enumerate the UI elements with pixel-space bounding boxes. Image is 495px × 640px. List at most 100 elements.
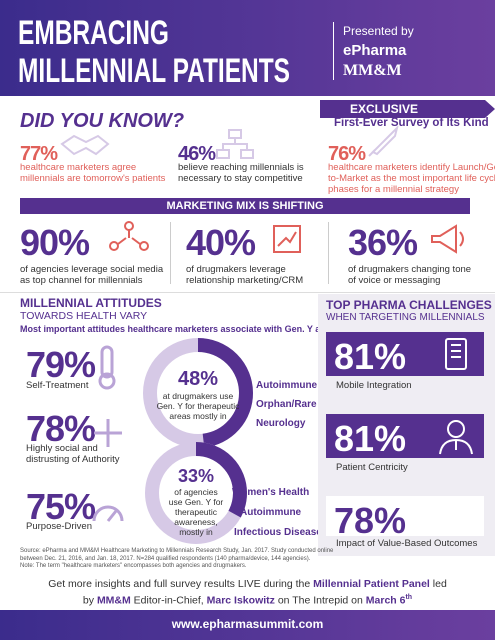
attitude-value: 78% — [26, 408, 96, 449]
attitude-icons — [92, 345, 124, 522]
rule — [0, 292, 495, 293]
section-band — [20, 198, 470, 214]
presented-by: Presented by — [343, 24, 414, 38]
stat-caption: believe reaching millennials is necessar… — [178, 162, 304, 184]
donut-line: mostly in — [179, 527, 213, 537]
footer-text: Get more insights and full survey result… — [0, 577, 495, 608]
challenge-label: Patient Centricity — [336, 462, 408, 473]
caption-line: relationship marketing/CRM — [186, 275, 304, 286]
challenge-label: Impact of Value-Based Outcomes — [336, 538, 478, 549]
icon — [109, 221, 149, 251]
donut-line: awareness, — [174, 517, 218, 527]
title-line: EMBRACING — [18, 14, 169, 52]
caption-line: distrusting of Authority — [26, 454, 120, 465]
stat-caption: healthcare marketers agree millennials a… — [20, 162, 165, 184]
donut-value: 33% — [177, 466, 215, 486]
stat-caption: of drugmakers changing tone of voice or … — [348, 264, 471, 286]
donut-line: of agencies — [174, 487, 218, 497]
sponsor: MM&M — [343, 62, 402, 79]
challenge-value: 78% — [334, 500, 407, 541]
stat-value: 77% — [20, 143, 58, 165]
stat-caption: of agencies leverage social media as top… — [20, 264, 163, 286]
stat-value: 76% — [328, 143, 366, 165]
icon — [445, 338, 467, 370]
exclusive-arrow — [320, 100, 495, 118]
exclusive-sub: First-Ever Survey of Its Kind — [334, 117, 489, 129]
attitude-label: Highly social and distrusting of Authori… — [26, 443, 119, 465]
donut-line: use Gen. Y for — [168, 497, 224, 507]
stat-value: 36% — [348, 222, 418, 263]
caption-line: believe reaching millennials is — [178, 162, 304, 173]
sponsor: ePharma — [343, 42, 407, 59]
caption-line: of drugmakers leverage — [186, 264, 286, 275]
caption-line: to-Market as the most important life cyc… — [328, 173, 495, 184]
footer-line: Get more insights and full survey result… — [0, 577, 495, 591]
footer-segment: MM&M — [96, 594, 131, 607]
header-band — [0, 0, 495, 96]
donut-line: Gen. Y for therapeutic — [156, 401, 240, 411]
section-subtitle: WHEN TARGETING MILLENNIALS — [326, 312, 485, 323]
source-line: between Dec. 21, 2016, and Jan. 18, 2017… — [20, 555, 311, 562]
caption-line: of voice or messaging — [348, 275, 441, 286]
donut-line: areas mostly in — [169, 411, 227, 421]
divider — [328, 222, 329, 284]
challenge-label: Mobile Integration — [336, 380, 412, 391]
footer-segment: Get more insights and full survey result… — [48, 578, 314, 590]
donut-line: therapeutic — [174, 507, 218, 517]
caption-line: millennials are tomorrow's patients — [20, 173, 166, 184]
section-title: MARKETING MIX IS SHIFTING — [166, 200, 324, 212]
footer-segment: Editor-in-Chief, — [130, 594, 207, 607]
icon — [368, 126, 399, 157]
source-line: Note: The term "healthcare marketers" en… — [20, 563, 247, 569]
caption-line: Highly social and — [26, 443, 98, 454]
icon — [439, 420, 473, 455]
caption-line: of agencies leverage social media — [20, 264, 164, 275]
donut-center: 48% at drugmakers use Gen. Y for therape… — [155, 368, 241, 421]
donut-area: Autoimmune — [240, 507, 302, 518]
caption-line: healthcare marketers agree — [20, 162, 137, 173]
url: www.epharmasummit.com — [171, 617, 324, 631]
challenge-card: 81% — [326, 332, 484, 377]
footer-segment: March 6 — [365, 594, 406, 607]
donut-line: at drugmakers use — [162, 391, 234, 401]
icon — [60, 134, 110, 156]
donut-area: Women's Health — [232, 487, 310, 498]
stat-value: 90% — [20, 222, 90, 263]
icon — [431, 224, 464, 254]
stat-caption: of drugmakers leverage relationship mark… — [186, 264, 303, 286]
footer-segment: led — [429, 578, 447, 590]
footer-segment: on The Intrepid on — [274, 594, 366, 607]
stat-value: 46% — [178, 143, 216, 165]
icon — [273, 225, 301, 253]
donut-area: Infectious Disease — [234, 527, 322, 538]
donut-value: 48% — [177, 368, 219, 390]
source: Source: ePharma and MM&M Healthcare Mark… — [20, 548, 333, 571]
donut-area: Neurology — [256, 418, 306, 429]
stat-value: 40% — [186, 222, 256, 263]
footer-line: by MM&M Editor-in-Chief, Marc Iskowitz o… — [0, 591, 495, 608]
exclusive: EXCLUSIVE — [350, 102, 419, 116]
donuts — [143, 338, 253, 544]
section-title: DID YOU KNOW? — [20, 110, 185, 132]
divider — [333, 22, 334, 80]
stat-caption: healthcare marketers identify Launch/Go-… — [328, 162, 495, 195]
challenge-card: 78% — [326, 496, 484, 541]
header-title: EMBRACING MILLENNIAL PATIENTS — [18, 14, 290, 90]
section-title: MILLENNIAL ATTITUDES — [20, 296, 162, 310]
attitude-label: Purpose-Driven — [26, 521, 92, 532]
donut-center: 33% of agencies use Gen. Y for therapeut… — [157, 466, 235, 537]
caption-line: phases for a millennial strategy — [328, 184, 459, 195]
caption-line: healthcare marketers identify Launch/Go- — [328, 162, 495, 173]
caption-line: necessary to stay competitive — [178, 173, 303, 184]
title-line: MILLENNIAL PATIENTS — [18, 52, 291, 90]
section-subtitle: TOWARDS HEALTH VARY — [20, 310, 148, 322]
section-title: TOP PHARMA CHALLENGES — [326, 298, 492, 312]
challenge-card: 81% — [326, 414, 484, 459]
divider — [170, 222, 171, 284]
donut-area: Autoimmune — [256, 380, 318, 391]
source-line: Source: ePharma and MM&M Healthcare Mark… — [20, 548, 334, 554]
attitude-label: Self-Treatment — [26, 380, 89, 391]
footer-segment: Marc Iskowitz — [206, 594, 275, 607]
footer-segment: th — [405, 594, 413, 601]
donut-area: Orphan/Rare Disease — [256, 399, 358, 410]
